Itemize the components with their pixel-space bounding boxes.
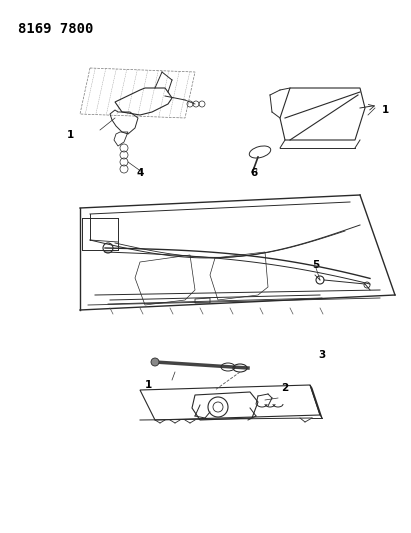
Text: 1: 1 [381,105,389,115]
Text: 3: 3 [319,350,326,360]
Text: 5: 5 [312,260,320,270]
Text: 1: 1 [144,380,152,390]
Text: 1: 1 [66,130,74,140]
Text: 4: 4 [136,168,144,178]
Text: 8169 7800: 8169 7800 [18,22,93,36]
Circle shape [151,358,159,366]
Text: 6: 6 [250,168,258,178]
Text: 2: 2 [282,383,289,393]
